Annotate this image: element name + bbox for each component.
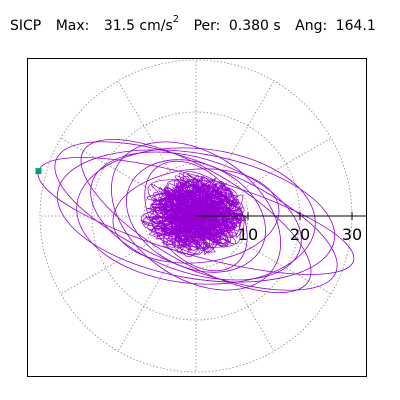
period-value: 0.380 s bbox=[228, 17, 281, 34]
orbit-ellipse-8 bbox=[126, 159, 266, 273]
orbit-ellipse-5 bbox=[90, 151, 302, 281]
orbit-ellipse-7 bbox=[112, 168, 280, 264]
grid-spoke bbox=[240, 241, 332, 295]
grid-spoke bbox=[240, 137, 332, 191]
grid-spoke bbox=[60, 137, 152, 191]
radial-tick-label-30: 30 bbox=[342, 225, 362, 244]
grid-spoke bbox=[60, 241, 152, 295]
station-label: SICP bbox=[10, 17, 42, 34]
orbit-ellipse-6 bbox=[110, 141, 282, 291]
orbit-ellipse-2 bbox=[56, 149, 336, 283]
peak-marker-layer bbox=[35, 168, 42, 175]
max-label: Max: bbox=[55, 17, 90, 34]
orbit-ellipse-3 bbox=[80, 138, 312, 294]
max-unit-exponent: 2 bbox=[172, 14, 180, 25]
max-value: 31.5 cm/s bbox=[103, 17, 173, 34]
angle-value: 164.1 bbox=[335, 17, 376, 34]
plot-header: SICP Max: 31.5 cm/s2 Per: 0.380 s Ang: 1… bbox=[10, 14, 376, 34]
radial-tick-label-20: 20 bbox=[290, 225, 310, 244]
orbit-traces bbox=[37, 138, 355, 294]
angle-label: Ang: bbox=[295, 17, 328, 34]
orbit-core-trace bbox=[140, 171, 248, 258]
radial-tick-label-10: 10 bbox=[238, 225, 258, 244]
peak-marker bbox=[35, 168, 42, 175]
period-label: Per: bbox=[193, 17, 221, 34]
plot-frame bbox=[27, 58, 367, 377]
radial-axis: 10 20 30 bbox=[196, 212, 366, 244]
